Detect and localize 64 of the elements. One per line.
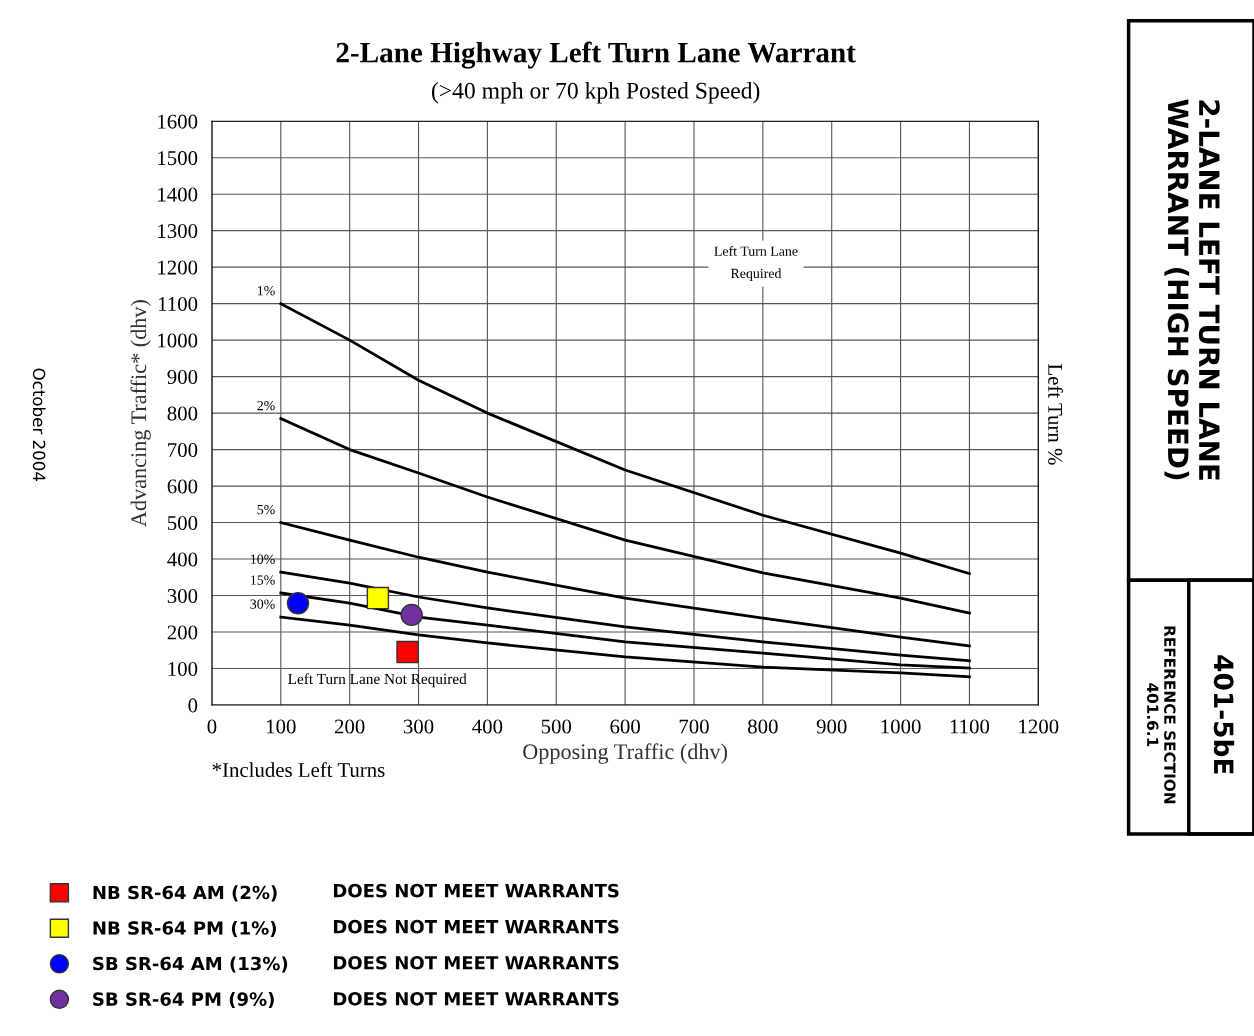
line-series <box>279 591 971 670</box>
y-tick-label: 400 <box>167 552 198 567</box>
y-tick-label: 1000 <box>158 333 198 348</box>
line-series <box>279 570 971 663</box>
legend-label: SB SR-64 AM (13%) <box>93 956 288 973</box>
y-tick-label: 1200 <box>158 260 198 275</box>
x-tick-label: 300 <box>403 719 434 734</box>
x-tick-label: 0 <box>207 719 217 734</box>
line-series <box>279 302 971 576</box>
y-tick-label: 900 <box>167 369 198 385</box>
x-tick-label: 600 <box>610 719 640 734</box>
chart-subtitle: (>40 mph or 70 kph Posted Speed) <box>431 82 760 104</box>
series-label: 15% <box>251 575 275 585</box>
legend-label: NB SR-64 PM (1%) <box>93 920 276 937</box>
y-tick-label: 700 <box>168 442 198 458</box>
y-tick-label: 1500 <box>158 151 198 166</box>
text: DOES NOT MEET WARRANTS <box>333 955 619 970</box>
line-series <box>279 417 971 615</box>
annotation: Left Turn Lane Required <box>714 245 798 281</box>
text: DOES NOT MEET WARRANTS <box>333 991 619 1006</box>
text: REFERENCE SECTION 401.6.1 <box>1146 626 1176 804</box>
legend-label: SB SR-64 PM (9%) <box>93 991 274 1009</box>
y-tick-label: 200 <box>167 625 198 640</box>
text: DOES NOT MEET WARRANTS <box>333 919 619 934</box>
line-series <box>279 521 971 648</box>
x-tick-label: 800 <box>748 719 778 734</box>
series-label: 2% <box>257 400 275 411</box>
x-axis-title: Opposing Traffic (dhv) <box>523 743 728 764</box>
text: 401-5bE <box>1213 655 1235 774</box>
y-tick-label: 1300 <box>158 224 198 239</box>
point <box>400 603 423 627</box>
text: *Includes Left Turns <box>212 762 385 778</box>
legend-label: NB SR-64 AM (2%) <box>93 885 277 902</box>
y-tick-label: 0 <box>188 698 198 713</box>
point <box>396 640 419 664</box>
y-tick-label: 800 <box>167 406 198 421</box>
series-label: 10% <box>251 554 275 564</box>
series-label: 1% <box>257 285 275 296</box>
text: 2-LANE LEFT TURN LANE WARRANT (HIGH SPEED) <box>1164 99 1220 480</box>
y-tick-label: 500 <box>168 515 198 530</box>
series-label: 30% <box>250 599 275 609</box>
x-tick-label: 900 <box>816 719 847 734</box>
y-tick-label: 100 <box>168 661 198 676</box>
series-label: 5% <box>257 504 275 515</box>
y-axis-title: Advancing Traffic* (dhv) <box>130 300 151 527</box>
x-tick-label: 100 <box>267 719 296 734</box>
text: October 2004 <box>32 368 46 482</box>
x-tick-label: 200 <box>334 719 365 734</box>
point <box>366 586 390 610</box>
x-tick-label: 500 <box>541 719 572 734</box>
text: Left Turn % <box>1048 364 1064 465</box>
point <box>286 591 310 615</box>
x-tick-label: 1100 <box>950 719 990 734</box>
x-tick-label: 1200 <box>1019 719 1059 734</box>
x-tick-label: 400 <box>472 719 503 734</box>
x-tick-label: 1000 <box>881 719 921 734</box>
x-tick-label: 700 <box>679 719 709 734</box>
y-tick-label: 300 <box>167 588 198 603</box>
text: DOES NOT MEET WARRANTS <box>333 883 619 898</box>
chart-title: 2-Lane Highway Left Turn Lane Warrant <box>336 41 856 69</box>
y-tick-label: 1100 <box>158 297 198 312</box>
y-tick-label: 1400 <box>158 187 198 202</box>
y-tick-label: 600 <box>167 479 198 494</box>
y-tick-label: 1600 <box>158 114 198 129</box>
